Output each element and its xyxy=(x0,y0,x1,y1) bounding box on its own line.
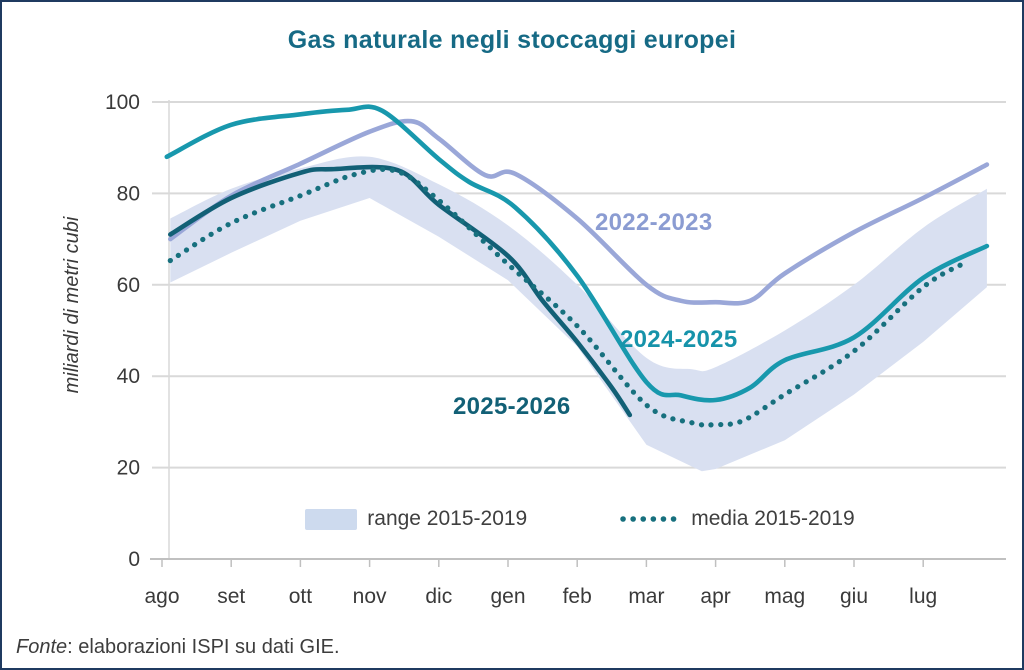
gas-storage-chart: 0 20 40 60 80 100 ago set ott nov dic gen feb mar apr m… xyxy=(105,91,1006,608)
legend-label-range: range 2015-2019 xyxy=(367,507,528,530)
y-axis-label: miliardi di metri cubi xyxy=(61,216,83,394)
range-band-swatch xyxy=(305,508,358,530)
x-tick-label-gen: gen xyxy=(490,585,525,608)
x-tick-label-mag: mag xyxy=(764,585,805,608)
legend: range 2015-2019 media 2015-2019 xyxy=(152,507,1008,531)
y-tick-label-60: 60 xyxy=(117,274,140,297)
y-tick-label-80: 80 xyxy=(117,182,140,205)
chart-title: Gas naturale negli stoccaggi europei xyxy=(287,26,737,54)
x-tick-label-mar: mar xyxy=(628,585,664,608)
series-line-2025-2026 xyxy=(168,164,633,418)
x-tick-label-ago: ago xyxy=(144,585,179,608)
source-note-text: : elaborazioni ISPI su dati GIE. xyxy=(67,636,340,658)
y-tick-label-40: 40 xyxy=(117,365,140,388)
legend-label-media: media 2015-2019 xyxy=(691,507,855,530)
source-note: Fonte: elaborazioni ISPI su dati GIE. xyxy=(16,636,340,659)
y-tick-label-20: 20 xyxy=(117,457,140,480)
x-tick-label-feb: feb xyxy=(563,585,592,608)
y-tick-label-0: 0 xyxy=(128,548,140,571)
x-tick-label-lug: lug xyxy=(909,585,937,608)
series-label-2024-2025: 2024-2025 xyxy=(620,326,738,353)
series-label-2025-2026: 2025-2026 xyxy=(453,393,571,420)
series-line-media-2015-2019 xyxy=(167,166,968,428)
series-line-2022-2023 xyxy=(168,118,990,306)
range-band-area xyxy=(170,156,987,472)
x-tick-label-set: set xyxy=(217,585,245,608)
y-tick-label-100: 100 xyxy=(105,91,140,114)
x-tick-label-dic: dic xyxy=(425,585,452,608)
series-label-2022-2023: 2022-2023 xyxy=(595,209,713,236)
dotted-line-swatch xyxy=(620,516,682,522)
x-tick-label-apr: apr xyxy=(700,585,730,608)
x-tick-label-giu: giu xyxy=(840,585,868,608)
legend-item-media: media 2015-2019 xyxy=(619,507,855,531)
x-tick-label-ott: ott xyxy=(289,585,313,608)
legend-item-range: range 2015-2019 xyxy=(305,507,527,531)
series-line-2024-2025 xyxy=(164,104,990,403)
x-tick-label-nov: nov xyxy=(353,585,387,608)
source-note-fonte: Fonte xyxy=(16,636,68,658)
